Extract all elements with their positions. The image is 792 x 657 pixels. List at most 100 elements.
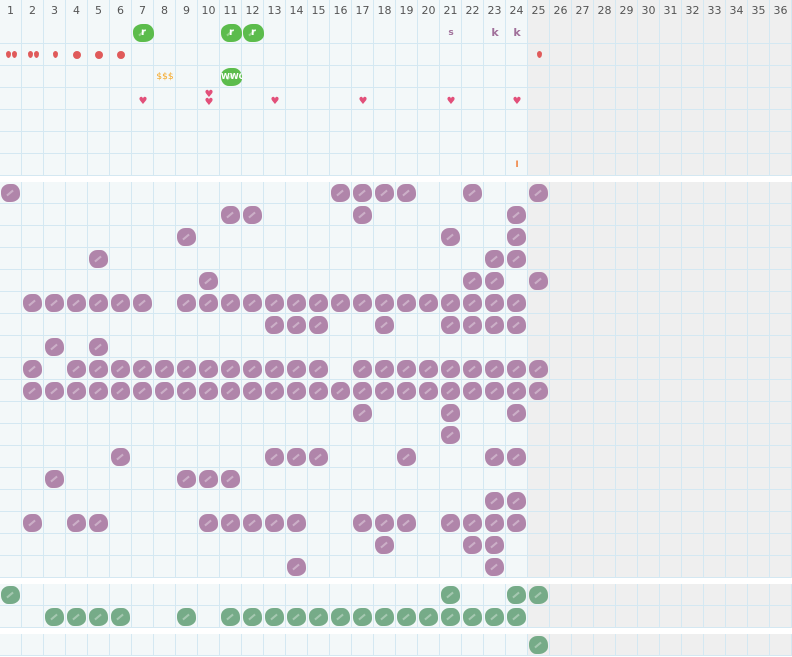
top-cell[interactable] [484,110,506,132]
top-cell[interactable] [462,22,484,44]
top-cell[interactable] [330,88,352,110]
purple-entry[interactable] [1,184,20,202]
purple-entry[interactable] [463,184,482,202]
top-cell[interactable] [352,66,374,88]
purple-entry[interactable] [309,294,328,312]
purple-entry[interactable] [45,294,64,312]
purple-entry[interactable] [111,360,130,378]
purple-entry[interactable] [177,382,196,400]
purple-entry[interactable] [45,470,64,488]
purple-entry[interactable] [309,382,328,400]
top-cell[interactable] [330,110,352,132]
purple-entry[interactable] [507,206,526,224]
top-cell[interactable] [418,66,440,88]
top-cell[interactable] [88,66,110,88]
purple-entry[interactable] [353,514,372,532]
top-cell[interactable] [550,66,572,88]
green-entry[interactable] [287,608,306,626]
top-cell[interactable] [748,44,770,66]
purple-entry[interactable] [265,294,284,312]
lime-tag[interactable]: r [133,24,154,42]
purple-entry[interactable] [89,294,108,312]
bottom-entry[interactable] [529,636,548,654]
top-cell[interactable] [242,88,264,110]
top-cell[interactable] [22,44,44,66]
top-cell[interactable] [22,22,44,44]
top-cell[interactable] [44,88,66,110]
purple-entry[interactable] [177,360,196,378]
purple-entry[interactable] [463,294,482,312]
top-cell[interactable] [220,88,242,110]
purple-entry[interactable] [243,382,262,400]
top-cell[interactable] [638,44,660,66]
purple-entry[interactable] [397,294,416,312]
purple-entry[interactable] [507,382,526,400]
top-cell[interactable] [44,22,66,44]
purple-entry[interactable] [507,514,526,532]
top-cell[interactable] [66,22,88,44]
top-cell[interactable] [550,88,572,110]
purple-entry[interactable] [133,360,152,378]
purple-entry[interactable] [463,360,482,378]
purple-entry[interactable] [287,382,306,400]
purple-entry[interactable] [353,360,372,378]
purple-entry[interactable] [441,514,460,532]
top-cell[interactable] [440,110,462,132]
green-entry[interactable] [67,608,86,626]
purple-entry[interactable] [45,338,64,356]
top-cell[interactable] [132,88,154,110]
purple-entry[interactable] [463,272,482,290]
top-cell[interactable] [352,88,374,110]
purple-entry[interactable] [23,514,42,532]
purple-entry[interactable] [419,294,438,312]
purple-entry[interactable] [485,382,504,400]
purple-entry[interactable] [221,514,240,532]
purple-entry[interactable] [507,448,526,466]
purple-entry[interactable] [419,382,438,400]
top-cell[interactable] [506,22,528,44]
top-cell[interactable] [330,66,352,88]
money-icon[interactable]: $$$ [156,72,174,82]
top-cell[interactable] [440,66,462,88]
purple-entry[interactable] [529,184,548,202]
purple-entry[interactable] [221,206,240,224]
top-cell[interactable] [682,66,704,88]
top-cell[interactable] [132,66,154,88]
purple-entry[interactable] [243,206,262,224]
top-cell[interactable] [748,66,770,88]
green-entry[interactable] [309,608,328,626]
top-cell[interactable] [110,88,132,110]
purple-entry[interactable] [485,448,504,466]
purple-entry[interactable] [111,448,130,466]
purple-entry[interactable] [265,360,284,378]
top-cell[interactable] [506,88,528,110]
top-cell[interactable] [176,22,198,44]
top-cell[interactable] [88,22,110,44]
top-cell[interactable] [110,22,132,44]
top-cell[interactable] [330,22,352,44]
top-cell[interactable] [132,110,154,132]
top-cell[interactable] [396,110,418,132]
purple-entry[interactable] [375,184,394,202]
top-cell[interactable] [528,66,550,88]
green-entry[interactable] [485,608,504,626]
purple-entry[interactable] [287,514,306,532]
top-cell[interactable] [0,22,22,44]
top-cell[interactable] [154,110,176,132]
dot-icon[interactable] [66,44,88,68]
top-cell[interactable] [308,44,330,66]
top-cell[interactable] [176,88,198,110]
top-cell[interactable] [242,110,264,132]
purple-entry[interactable] [441,360,460,378]
purple-entry[interactable] [287,294,306,312]
purple-entry[interactable] [441,426,460,444]
purple-entry[interactable] [441,316,460,334]
top-cell[interactable] [154,44,176,66]
purple-entry[interactable] [507,294,526,312]
purple-entry[interactable] [441,382,460,400]
purple-entry[interactable] [375,316,394,334]
top-cell[interactable] [660,44,682,66]
purple-entry[interactable] [485,316,504,334]
purple-entry[interactable] [331,294,350,312]
top-cell[interactable] [22,88,44,110]
